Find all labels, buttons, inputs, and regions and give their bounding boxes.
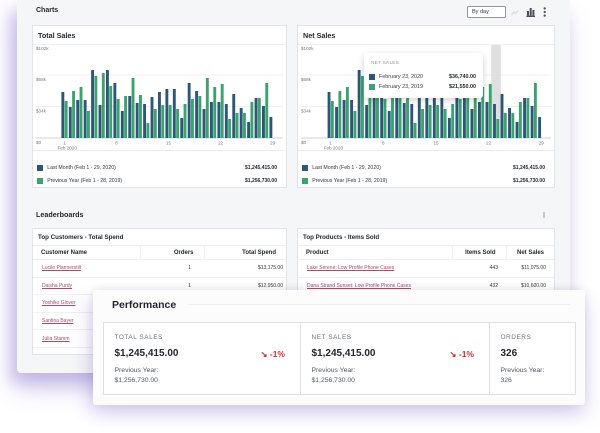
svg-text:8: 8: [115, 141, 118, 146]
svg-text:1: 1: [329, 141, 332, 146]
svg-text:15: 15: [433, 141, 439, 146]
svg-text:29: 29: [270, 141, 276, 146]
svg-text:22: 22: [486, 141, 492, 146]
svg-text:$0: $0: [36, 140, 42, 145]
svg-text:1: 1: [63, 141, 66, 146]
svg-text:Feb 2020: Feb 2020: [324, 146, 344, 151]
svg-text:15: 15: [166, 141, 172, 146]
svg-text:22: 22: [218, 141, 224, 146]
svg-text:$68k: $68k: [36, 77, 47, 82]
svg-text:Feb 2020: Feb 2020: [58, 146, 78, 151]
svg-text:$102k: $102k: [36, 46, 49, 51]
svg-text:$68k: $68k: [301, 77, 312, 82]
svg-text:$0: $0: [301, 140, 307, 145]
svg-text:29: 29: [539, 141, 545, 146]
svg-text:$34k: $34k: [301, 109, 312, 114]
svg-text:$34k: $34k: [36, 109, 47, 114]
svg-text:$102k: $102k: [301, 46, 314, 51]
svg-text:8: 8: [382, 141, 385, 146]
